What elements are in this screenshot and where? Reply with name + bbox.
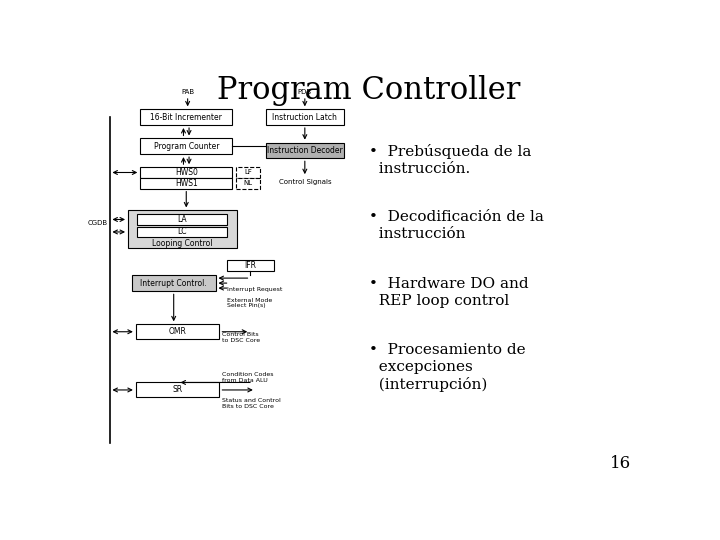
Bar (136, 382, 220, 397)
Text: SR: SR (173, 386, 183, 394)
Bar (140, 138, 233, 154)
Text: PDB: PDB (298, 89, 312, 95)
Bar (140, 167, 233, 178)
Text: Status and Control
Bits to DSC Core: Status and Control Bits to DSC Core (222, 399, 281, 409)
Bar (140, 109, 233, 125)
Text: NL: NL (243, 180, 253, 186)
Text: •  Decodificación de la
  instrucción: • Decodificación de la instrucción (369, 210, 544, 241)
Text: LA: LA (177, 215, 187, 224)
Bar (138, 227, 227, 238)
Bar (138, 214, 227, 225)
Text: HWS0: HWS0 (175, 168, 198, 177)
Bar (132, 275, 215, 292)
Bar (227, 260, 274, 271)
Text: Program Controller: Program Controller (217, 75, 521, 106)
Text: Looping Control: Looping Control (152, 239, 212, 248)
Text: LF: LF (244, 170, 252, 176)
Text: HWS1: HWS1 (175, 179, 197, 188)
Text: Interrupt Request: Interrupt Request (227, 287, 282, 292)
Bar (236, 178, 260, 188)
Text: OMR: OMR (168, 327, 186, 336)
Text: 16: 16 (610, 455, 631, 472)
Text: CGDB: CGDB (87, 220, 107, 226)
Bar (236, 167, 260, 178)
Text: •  Prebúsqueda de la
  instrucción.: • Prebúsqueda de la instrucción. (369, 144, 531, 176)
Text: •  Hardware DO and
  REP loop control: • Hardware DO and REP loop control (369, 277, 528, 308)
Text: Instruction Latch: Instruction Latch (272, 113, 337, 122)
Bar (266, 143, 344, 158)
Text: Program Counter: Program Counter (153, 142, 219, 151)
Text: Control Bits
to DSC Core: Control Bits to DSC Core (222, 332, 261, 342)
Text: 16-Bit Incrementer: 16-Bit Incrementer (150, 113, 222, 122)
Text: External Mode
Select Pin(s): External Mode Select Pin(s) (227, 298, 272, 308)
Text: Interrupt Control.: Interrupt Control. (140, 279, 207, 288)
Text: Condition Codes
from Data ALU: Condition Codes from Data ALU (222, 372, 274, 383)
Text: Control Signals: Control Signals (279, 179, 331, 185)
Text: •  Procesamiento de
  excepciones
  (interrupción): • Procesamiento de excepciones (interrup… (369, 343, 526, 392)
Bar (136, 324, 220, 339)
Bar (140, 178, 233, 188)
Text: PAB: PAB (181, 89, 194, 95)
Text: IFR: IFR (244, 261, 256, 270)
Text: Instruction Decoder: Instruction Decoder (267, 146, 343, 155)
Text: LC: LC (177, 227, 186, 237)
Bar (128, 210, 237, 248)
Bar (266, 109, 344, 125)
